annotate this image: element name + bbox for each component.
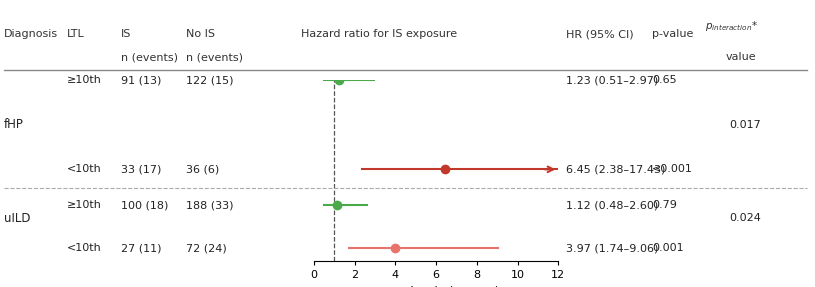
Text: 27 (11): 27 (11) [121,243,161,253]
Text: n (events): n (events) [186,53,243,62]
Text: n (events): n (events) [121,53,178,62]
Text: uILD: uILD [4,212,31,225]
Text: <0.001: <0.001 [652,164,693,174]
Text: 0.001: 0.001 [652,243,684,253]
Text: <10th: <10th [67,243,102,253]
Text: 3.97 (1.74–9.06): 3.97 (1.74–9.06) [566,243,659,253]
X-axis label: Hazard ratio (95% CI): Hazard ratio (95% CI) [372,286,500,287]
Text: 0.79: 0.79 [652,200,677,210]
Text: 1.23 (0.51–2.97): 1.23 (0.51–2.97) [566,75,659,85]
Text: fHP: fHP [4,118,24,131]
Text: Hazard ratio for IS exposure: Hazard ratio for IS exposure [301,30,457,39]
Text: LTL: LTL [67,30,85,39]
Text: 72 (24): 72 (24) [186,243,227,253]
Text: 0.017: 0.017 [729,120,761,130]
Text: ≥10th: ≥10th [67,200,102,210]
Text: ≥10th: ≥10th [67,75,102,85]
Text: 33 (17): 33 (17) [121,164,161,174]
Text: 6.45 (2.38–17.43): 6.45 (2.38–17.43) [566,164,666,174]
Text: p-value: p-value [652,30,694,39]
Text: 122 (15): 122 (15) [186,75,233,85]
Text: 91 (13): 91 (13) [121,75,161,85]
Text: $p_{interaction}$*: $p_{interaction}$* [705,19,758,33]
Text: 188 (33): 188 (33) [186,200,233,210]
Text: HR (95% CI): HR (95% CI) [566,30,634,39]
Text: <10th: <10th [67,164,102,174]
Text: value: value [725,53,756,62]
Text: IS: IS [121,30,131,39]
Text: 36 (6): 36 (6) [186,164,219,174]
Text: 100 (18): 100 (18) [121,200,168,210]
Text: Diagnosis: Diagnosis [4,30,58,39]
Text: 1.12 (0.48–2.60): 1.12 (0.48–2.60) [566,200,659,210]
Text: 0.65: 0.65 [652,75,676,85]
Text: 0.024: 0.024 [729,213,761,223]
Text: No IS: No IS [186,30,215,39]
